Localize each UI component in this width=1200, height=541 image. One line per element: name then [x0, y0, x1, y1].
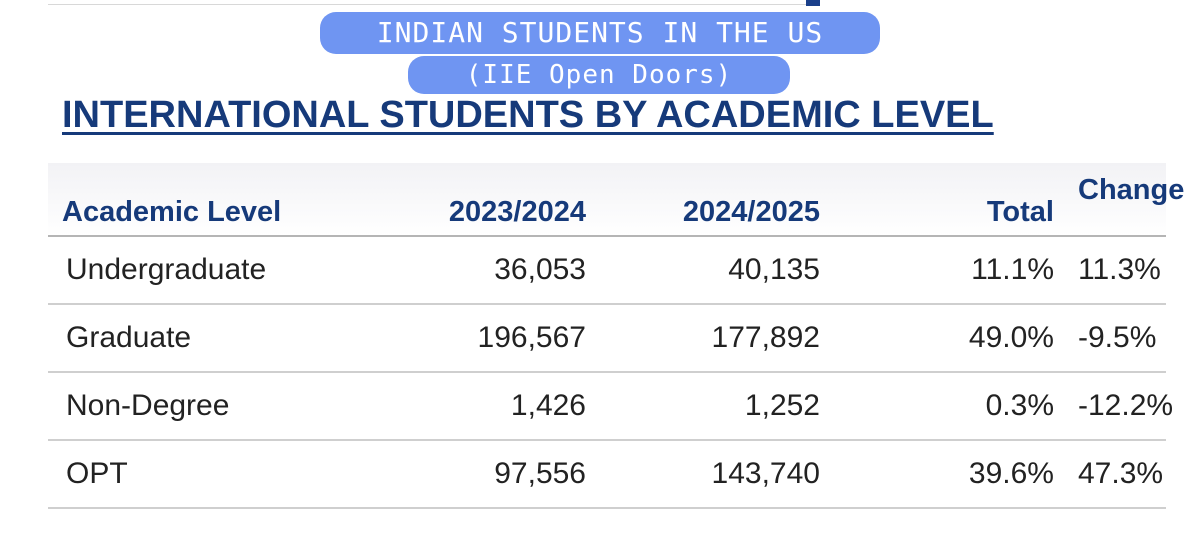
cell-level: Undergraduate — [48, 236, 374, 305]
cell-year1: 1,426 — [374, 372, 598, 441]
cell-year2: 143,740 — [598, 440, 832, 509]
header-change: Change — [1066, 163, 1184, 237]
header-year-2023-2024: 2023/2024 — [374, 163, 598, 237]
cell-year2: 40,135 — [598, 236, 832, 305]
cell-total: 0.3% — [832, 372, 1066, 441]
cell-year1: 196,567 — [374, 304, 598, 373]
table-body: Undergraduate 36,053 40,135 11.1% 11.3% … — [48, 236, 1173, 509]
cell-total: 39.6% — [832, 440, 1066, 509]
header-year-2024-2025: 2024/2025 — [598, 163, 832, 237]
cell-level: OPT — [48, 440, 374, 509]
cell-year1: 97,556 — [374, 440, 598, 509]
banner-source-pill: (IIE Open Doors) — [408, 56, 790, 94]
table-row: OPT 97,556 143,740 39.6% 47.3% — [48, 440, 1166, 509]
academic-level-table-container: Academic Level 2023/2024 2024/2025 Total… — [48, 163, 1184, 509]
academic-level-table: Academic Level 2023/2024 2024/2025 Total… — [48, 163, 1184, 509]
top-corner-mark — [806, 0, 820, 6]
banner-title-pill: INDIAN STUDENTS IN THE US — [320, 12, 880, 54]
section-heading: INTERNATIONAL STUDENTS BY ACADEMIC LEVEL — [62, 94, 994, 136]
table-row: Non-Degree 1,426 1,252 0.3% -12.2% — [48, 372, 1173, 441]
cell-change: -12.2% — [1066, 372, 1173, 441]
cell-year1: 36,053 — [374, 236, 598, 305]
cell-total: 49.0% — [832, 304, 1066, 373]
cell-year2: 1,252 — [598, 372, 832, 441]
header-total: Total — [832, 163, 1066, 237]
cell-year2: 177,892 — [598, 304, 832, 373]
header-row: Academic Level 2023/2024 2024/2025 Total… — [48, 163, 1184, 237]
cell-total: 11.1% — [832, 236, 1066, 305]
cell-change: -9.5% — [1066, 304, 1166, 373]
table-row: Undergraduate 36,053 40,135 11.1% 11.3% — [48, 236, 1166, 305]
header-academic-level: Academic Level — [48, 163, 374, 237]
cell-level: Non-Degree — [48, 372, 374, 441]
table-header: Academic Level 2023/2024 2024/2025 Total… — [48, 163, 1184, 237]
table-row: Graduate 196,567 177,892 49.0% -9.5% — [48, 304, 1166, 373]
top-divider — [48, 0, 808, 5]
cell-change: 11.3% — [1066, 236, 1166, 305]
cell-level: Graduate — [48, 304, 374, 373]
cell-change: 47.3% — [1066, 440, 1166, 509]
